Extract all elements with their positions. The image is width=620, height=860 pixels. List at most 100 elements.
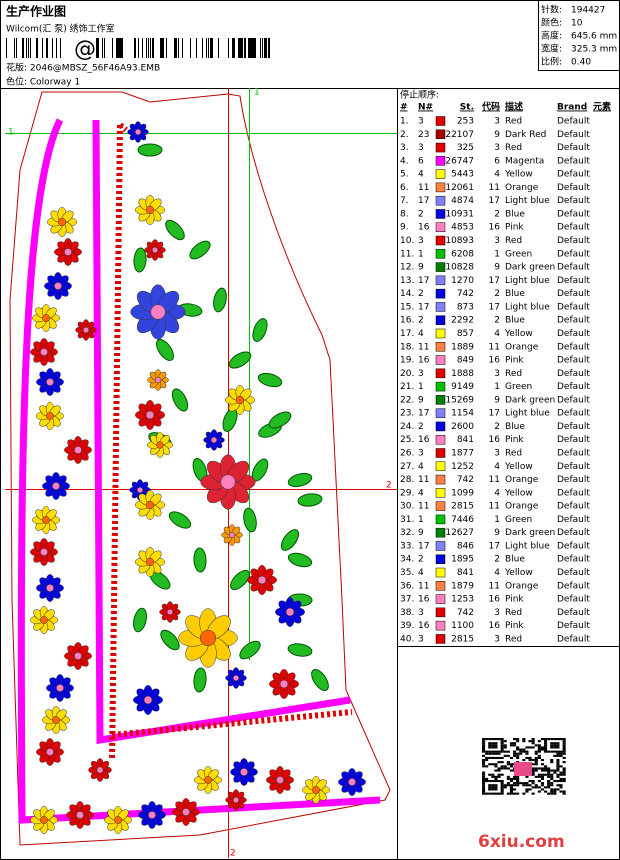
qr-cell: [482, 748, 486, 751]
qr-cell: [509, 756, 513, 759]
needle: 3: [418, 117, 424, 127]
code: 16: [489, 356, 501, 366]
column-header: #: [400, 103, 408, 113]
description: Pink: [505, 356, 524, 366]
qr-cell: [537, 746, 541, 749]
needle: 16: [418, 356, 430, 366]
qr-cell: [506, 784, 510, 787]
qr-cell: [482, 777, 486, 780]
qr-cell: [522, 748, 526, 751]
qr-cell: [491, 744, 495, 747]
qr-cell: [544, 746, 548, 749]
qr-cell: [516, 756, 520, 759]
qr-cell: [531, 740, 535, 743]
description: Yellow: [504, 329, 533, 339]
swatch: [435, 302, 446, 312]
stitches: 849: [457, 356, 474, 366]
qr-cell: [534, 784, 538, 787]
qr-cell: [534, 769, 538, 772]
qr-cell: [509, 769, 513, 772]
qr-cell: [513, 750, 517, 753]
qr-cell: [537, 754, 541, 757]
leaf: [287, 472, 313, 488]
qr-cell: [488, 763, 492, 766]
needle: 4: [418, 488, 424, 498]
code: 3: [494, 236, 500, 246]
qr-cell: [559, 765, 563, 768]
qr-cell: [550, 744, 554, 747]
row-number: 16.: [400, 316, 414, 326]
qr-cell: [503, 786, 507, 789]
bar: [146, 38, 147, 58]
qr-cell: [534, 750, 538, 753]
marker: 2: [230, 849, 236, 859]
qr-cell: [540, 773, 544, 776]
qr-cell: [494, 756, 498, 759]
stop-title: 停止顺序:: [400, 89, 439, 101]
row-number: 3.: [400, 143, 409, 153]
bar: [268, 38, 270, 58]
qr-cell: [513, 754, 517, 757]
marker: 1: [254, 88, 260, 98]
brand: Default: [557, 395, 590, 405]
stitches: 2292: [451, 316, 474, 326]
qr-cell: [482, 790, 486, 793]
qr-cell: [559, 777, 563, 780]
qr-cell: [540, 788, 544, 791]
stitches: 10931: [445, 209, 474, 219]
qr-cell: [531, 767, 535, 770]
needle: 11: [418, 475, 429, 485]
qr-cell: [513, 738, 517, 741]
qr-cell: [491, 788, 495, 791]
row-number: 24.: [400, 422, 414, 432]
qr-cell: [509, 788, 513, 791]
qr-cell: [547, 782, 551, 785]
brand: Default: [557, 502, 590, 512]
qr-cell: [537, 767, 541, 770]
code: 2: [494, 289, 500, 299]
qr-cell: [503, 767, 507, 770]
brand: Default: [557, 621, 590, 631]
qr-cell: [503, 740, 507, 743]
qr-cell: [513, 777, 517, 780]
flower-center: [285, 607, 295, 617]
stitches: 1252: [451, 462, 474, 472]
column-header: Brand: [557, 103, 587, 113]
stitches: 1099: [451, 488, 474, 498]
qr-cell: [544, 767, 548, 770]
qr-cell: [503, 784, 507, 787]
qr-cell: [482, 759, 486, 762]
brand: Default: [557, 475, 590, 485]
qr-cell: [485, 756, 489, 759]
info-value: 10: [571, 19, 583, 29]
flower-center: [276, 776, 284, 784]
row-number: 11.: [400, 249, 414, 259]
flower-center: [199, 629, 217, 647]
qr-cell: [537, 775, 541, 778]
qr-cell: [562, 773, 566, 776]
bar: [56, 38, 57, 58]
qr-cell: [547, 750, 551, 753]
qr-cell: [559, 786, 563, 789]
qr-cell: [556, 763, 560, 766]
needle: 3: [418, 236, 424, 246]
needle: 17: [418, 276, 429, 286]
flower-center: [257, 575, 267, 585]
qr-cell: [488, 780, 492, 783]
flower-center: [210, 436, 218, 444]
row-number: 18.: [400, 342, 414, 352]
flower-center: [182, 808, 190, 816]
qr-cell: [491, 750, 495, 753]
bar: [42, 38, 43, 58]
qr-cell: [528, 756, 532, 759]
swatch: [435, 421, 446, 432]
code: 2: [494, 422, 500, 432]
needle: 2: [418, 209, 424, 219]
leaf: [133, 607, 147, 633]
qr-cell: [522, 750, 526, 753]
qr-cell: [534, 756, 538, 759]
qr-cell: [528, 788, 532, 791]
needle: 3: [418, 634, 424, 644]
code: 17: [489, 276, 500, 286]
stitches: 1253: [451, 595, 474, 605]
